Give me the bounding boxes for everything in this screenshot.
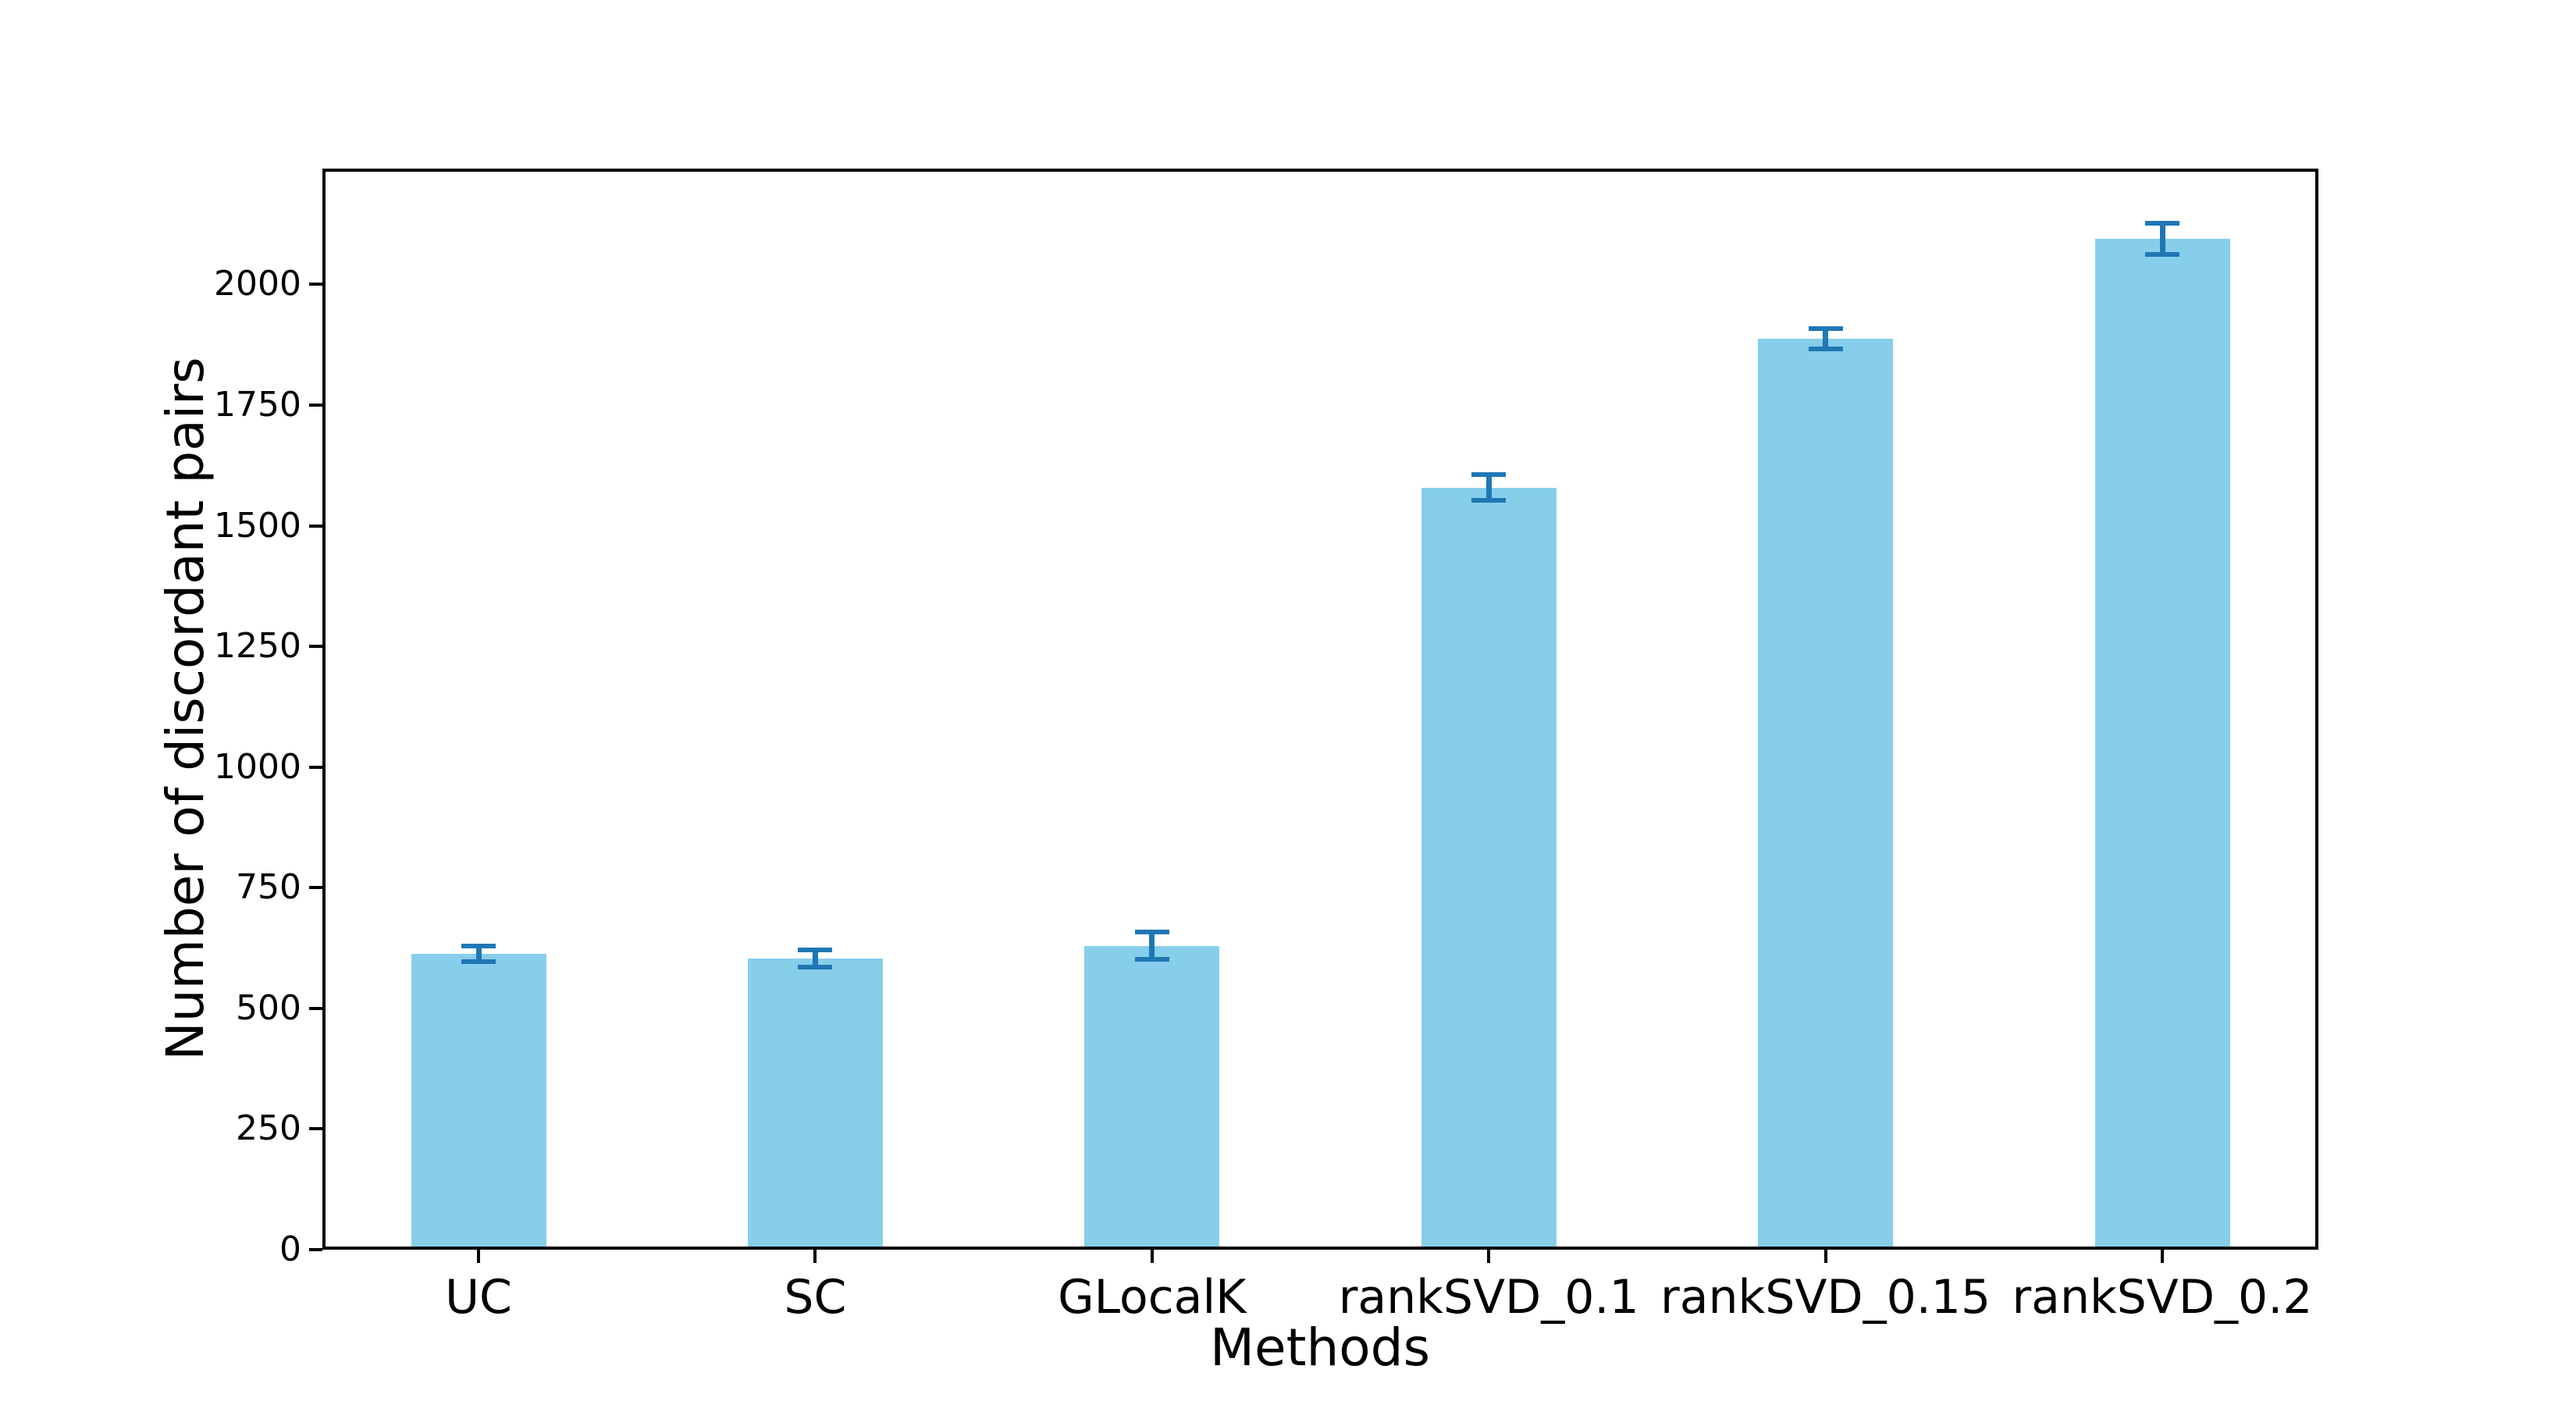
x-tick-mark-UC xyxy=(477,1250,480,1263)
y-tick-label-0: 0 xyxy=(279,1229,301,1269)
error-bar-cap-bottom-UC xyxy=(461,959,496,964)
x-tick-label-UC: UC xyxy=(445,1270,512,1325)
y-tick-label-750: 750 xyxy=(236,867,301,908)
error-bar-cap-top-SC xyxy=(798,948,833,953)
x-tick-label-GLocalK: GLocalK xyxy=(1058,1270,1247,1325)
x-tick-mark-rankSVD_0.2 xyxy=(2161,1250,2164,1263)
y-tick-label-1750: 1750 xyxy=(214,384,301,425)
y-tick-label-1250: 1250 xyxy=(214,626,301,667)
x-tick-mark-GLocalK xyxy=(1150,1250,1154,1263)
y-tick-mark-1250 xyxy=(309,645,322,649)
error-bar-cap-top-rankSVD_0.15 xyxy=(1808,326,1843,332)
x-axis-label: Methods xyxy=(1210,1318,1430,1378)
y-tick-label-250: 250 xyxy=(236,1108,301,1149)
y-axis-tick-labels: 0 250 500 750 1000 1250 1500 1750 2000 xyxy=(0,0,322,1405)
x-tick-mark-rankSVD_0.15 xyxy=(1823,1250,1827,1263)
bar-SC xyxy=(747,959,883,1247)
plot-area xyxy=(322,169,2318,1250)
x-tick-label-SC: SC xyxy=(784,1270,847,1325)
error-bar-stem-rankSVD_0.1 xyxy=(1485,474,1492,501)
y-tick-mark-750 xyxy=(309,886,322,890)
error-bar-stem-rankSVD_0.2 xyxy=(2159,223,2165,254)
y-tick-mark-1750 xyxy=(309,403,322,407)
error-bar-stem-rankSVD_0.15 xyxy=(1823,329,1829,349)
bar-rankSVD_0.2 xyxy=(2094,239,2230,1247)
x-tick-label-rankSVD_0.1: rankSVD_0.1 xyxy=(1338,1270,1639,1325)
bar-rankSVD_0.15 xyxy=(1758,338,1894,1247)
error-bar-cap-bottom-GLocalK xyxy=(1134,956,1169,962)
error-bar-cap-bottom-rankSVD_0.2 xyxy=(2145,251,2179,257)
bar-UC xyxy=(411,954,546,1247)
y-tick-label-1500: 1500 xyxy=(214,505,301,546)
bar-GLocalK xyxy=(1084,945,1220,1247)
y-tick-mark-1000 xyxy=(309,765,322,769)
x-tick-label-rankSVD_0.2: rankSVD_0.2 xyxy=(2012,1270,2313,1325)
y-tick-mark-1500 xyxy=(309,524,322,528)
error-bar-cap-top-rankSVD_0.2 xyxy=(2145,221,2179,226)
y-tick-mark-500 xyxy=(309,1006,322,1010)
error-bar-cap-top-UC xyxy=(461,944,496,949)
y-axis-label: Number of discordant pairs xyxy=(155,357,215,1061)
y-tick-label-1000: 1000 xyxy=(214,746,301,787)
error-bar-cap-top-GLocalK xyxy=(1134,930,1169,935)
error-bar-stem-UC xyxy=(475,946,482,962)
y-tick-label-2000: 2000 xyxy=(214,264,301,304)
y-tick-label-500: 500 xyxy=(236,987,301,1028)
error-bar-cap-top-rankSVD_0.1 xyxy=(1471,471,1507,477)
bar-rankSVD_0.1 xyxy=(1421,487,1557,1247)
y-tick-mark-250 xyxy=(309,1127,322,1131)
y-tick-mark-0 xyxy=(309,1248,322,1251)
x-tick-mark-rankSVD_0.1 xyxy=(1487,1250,1491,1263)
x-tick-mark-SC xyxy=(813,1250,817,1263)
error-bar-stem-SC xyxy=(812,950,818,968)
error-bar-stem-GLocalK xyxy=(1149,932,1155,959)
y-tick-mark-2000 xyxy=(309,283,322,286)
error-bar-cap-bottom-rankSVD_0.15 xyxy=(1808,346,1843,351)
error-bar-cap-bottom-SC xyxy=(798,965,833,970)
error-bar-cap-bottom-rankSVD_0.1 xyxy=(1471,498,1507,503)
x-tick-label-rankSVD_0.15: rankSVD_0.15 xyxy=(1660,1270,1991,1325)
